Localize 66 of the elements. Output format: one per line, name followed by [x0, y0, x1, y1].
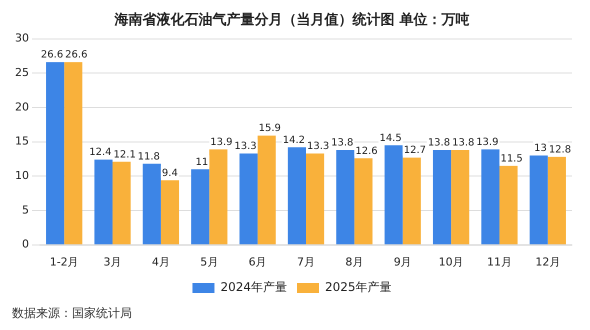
bar [191, 169, 210, 244]
data-label: 12.4 [89, 147, 112, 158]
bar [354, 158, 372, 244]
bar [160, 180, 180, 244]
x-tick-label: 9月 [394, 255, 412, 268]
legend-label: 2024年产量 [220, 280, 288, 294]
data-label: 13.9 [210, 136, 233, 148]
y-tick-label: 10 [14, 168, 29, 182]
data-label: 26.6 [40, 50, 64, 61]
bar [451, 150, 470, 244]
data-label: 13.9 [476, 136, 498, 148]
data-label: 11.5 [500, 153, 523, 164]
data-label: 11 [196, 156, 208, 168]
legend-label: 2025年产量 [325, 280, 392, 294]
y-tick-label: 0 [22, 238, 29, 251]
source-note: 数据来源：国家统计局 [12, 306, 132, 320]
bar [548, 156, 566, 244]
data-label: 11.8 [138, 151, 160, 162]
x-tick-label: 7月 [297, 255, 315, 268]
bar [481, 149, 500, 244]
data-label: 12.1 [114, 149, 136, 160]
x-tick-label: 1-2月 [50, 255, 79, 268]
bar [530, 156, 548, 244]
bar [112, 162, 131, 244]
bar [384, 145, 403, 244]
data-label: 13.3 [234, 141, 257, 152]
data-label: 9.4 [162, 168, 178, 179]
y-tick-label: 25 [14, 66, 29, 79]
data-label: 12.7 [404, 145, 426, 156]
bar [402, 158, 421, 244]
bar [209, 149, 228, 244]
bar [258, 136, 276, 244]
data-label: 13.8 [452, 138, 474, 149]
bar [46, 62, 64, 244]
data-label: 13.3 [307, 141, 330, 152]
x-tick-label: 10月 [438, 255, 464, 268]
y-tick-label: 15 [14, 134, 29, 148]
x-tick-label: 12月 [535, 255, 560, 268]
y-tick-label: 5 [22, 203, 29, 216]
x-tick-label: 4月 [152, 255, 170, 268]
x-tick-label: 11月 [486, 255, 512, 268]
x-tick-label: 5月 [200, 255, 218, 268]
data-label: 26.6 [65, 50, 88, 61]
bar [432, 150, 452, 244]
bar [240, 153, 258, 244]
x-tick-label: 3月 [104, 255, 122, 268]
data-label: 14.2 [282, 134, 305, 146]
bar [288, 147, 306, 244]
y-tick-label: 20 [14, 100, 29, 114]
bar [142, 164, 161, 244]
chart-title: 海南省液化石油气产量分月（当月值）统计图 单位：万吨 [114, 11, 470, 28]
data-label: 15.9 [258, 123, 281, 134]
bar [94, 160, 113, 244]
bar [499, 166, 518, 244]
x-tick-label: 6月 [248, 255, 267, 268]
data-label: 12.8 [548, 144, 572, 156]
data-label: 13 [534, 143, 547, 154]
bar [336, 150, 354, 244]
data-label: 14.5 [379, 132, 402, 144]
data-label: 13.8 [331, 138, 354, 149]
bar [64, 62, 82, 244]
y-tick-label: 30 [14, 32, 29, 45]
bar [306, 153, 324, 244]
data-label: 13.8 [428, 138, 450, 149]
data-label: 12.6 [355, 146, 378, 157]
x-tick-label: 8月 [345, 255, 364, 268]
